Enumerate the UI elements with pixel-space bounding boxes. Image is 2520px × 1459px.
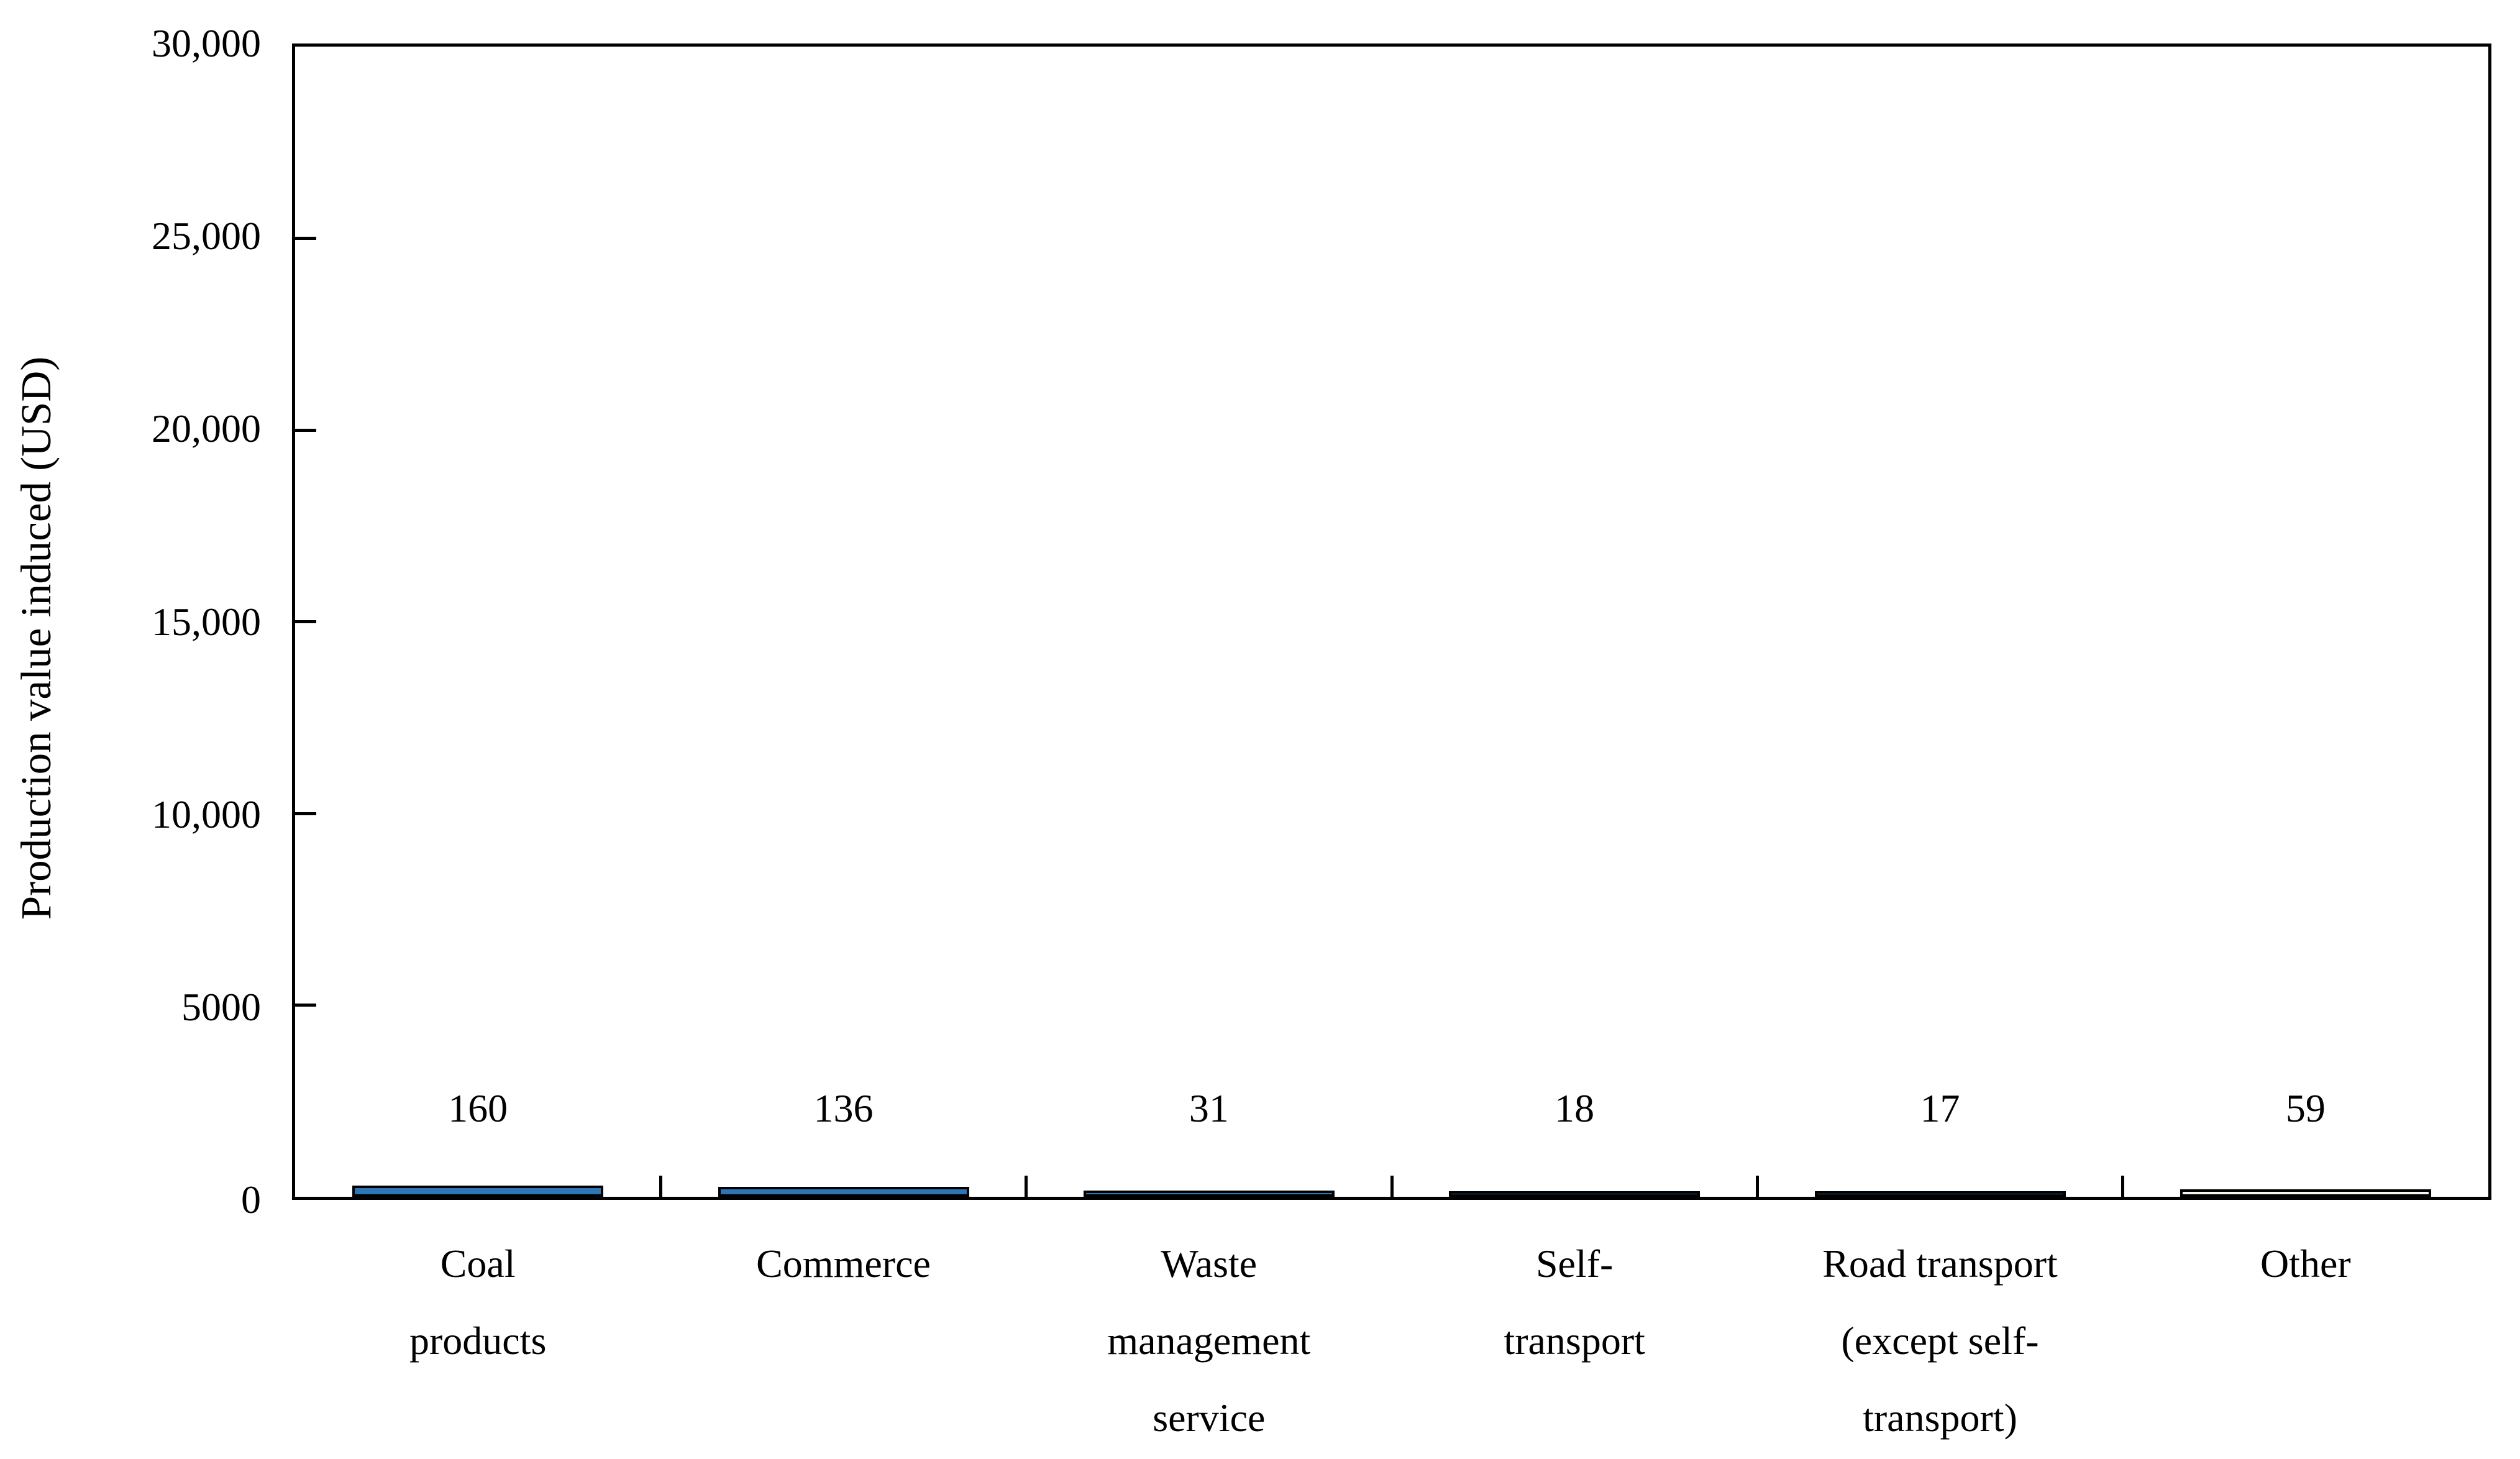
- bar-value-label: 160: [448, 1086, 508, 1130]
- bar: [352, 1186, 604, 1197]
- y-tick-label: 25,000: [152, 214, 261, 258]
- x-axis-tick: [1025, 1176, 1028, 1197]
- y-tick-label: 20,000: [152, 406, 261, 451]
- y-tick-label: 15,000: [152, 599, 261, 644]
- bar: [718, 1187, 969, 1197]
- category-label-line: Self-: [1535, 1242, 1614, 1286]
- x-axis-tick: [2121, 1176, 2125, 1197]
- category-label-line: Other: [2260, 1242, 2351, 1286]
- bar-value-label: 18: [1554, 1086, 1595, 1130]
- y-tick-label: 0: [241, 1178, 261, 1222]
- category-label: Coal products: [283, 1225, 673, 1379]
- category-label: Self-transport: [1379, 1225, 1769, 1379]
- y-tick-label: 30,000: [152, 21, 261, 65]
- y-tick-label: 10,000: [152, 792, 261, 836]
- category-label-line: transport): [1863, 1396, 2017, 1440]
- bar: [1083, 1191, 1335, 1197]
- x-axis-tick: [1755, 1176, 1759, 1197]
- y-axis-title: Production value induced (USD): [12, 356, 60, 920]
- y-axis-tick: [295, 620, 316, 623]
- y-axis-tick: [295, 428, 316, 432]
- category-label-line: transport: [1504, 1319, 1645, 1363]
- category-label-line: service: [1153, 1396, 1266, 1440]
- category-label-line: Road transport: [1822, 1242, 2058, 1286]
- bar: [1449, 1191, 1701, 1197]
- bar: [1814, 1191, 2066, 1197]
- y-axis-tick: [295, 1004, 316, 1007]
- y-axis-tick: [295, 812, 316, 815]
- bar-value-label: 136: [813, 1086, 874, 1130]
- category-label-line: Coal: [440, 1242, 516, 1286]
- category-label: Road transport (except self-transport): [1745, 1225, 2135, 1457]
- y-tick-label: 5000: [181, 984, 261, 1029]
- category-label-line: products: [409, 1319, 547, 1363]
- bar: [2180, 1189, 2431, 1197]
- category-label: Waste management service: [1014, 1225, 1404, 1457]
- category-label-line: (except self-: [1841, 1319, 2039, 1363]
- bar-value-label: 31: [1189, 1086, 1229, 1130]
- y-axis-tick: [295, 237, 316, 240]
- bar-value-label: 17: [1920, 1086, 1960, 1130]
- category-label-line: Waste: [1161, 1242, 1258, 1286]
- category-label-line: Commerce: [756, 1242, 931, 1286]
- category-label: Commerce: [648, 1225, 1038, 1302]
- plot-area: [292, 43, 2491, 1200]
- category-label: Other: [2111, 1225, 2501, 1302]
- bar-value-label: 59: [2285, 1086, 2326, 1130]
- category-label-line: management: [1107, 1319, 1311, 1363]
- x-axis-tick: [659, 1176, 662, 1197]
- x-axis-tick: [1390, 1176, 1394, 1197]
